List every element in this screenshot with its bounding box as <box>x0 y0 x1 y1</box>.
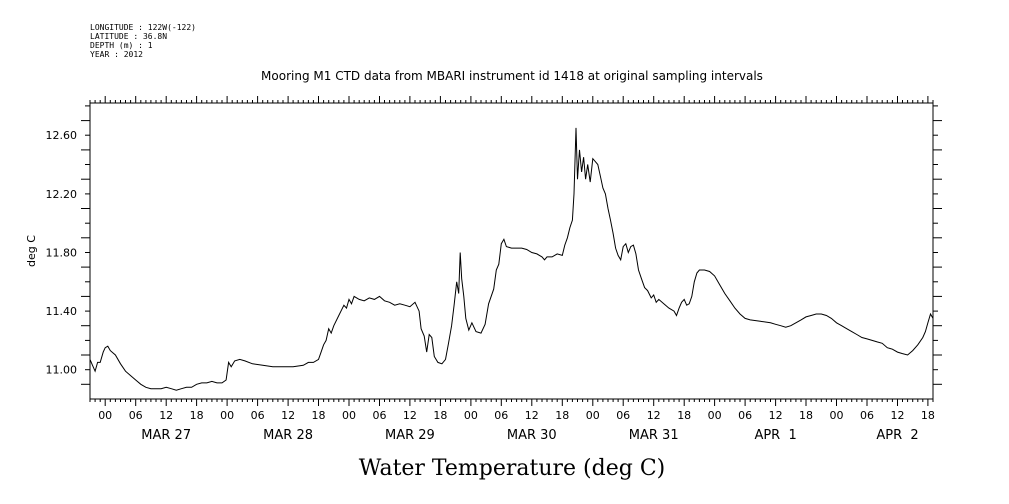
x-tick-label: 18 <box>677 409 691 422</box>
x-tick-label: 06 <box>129 409 143 422</box>
day-label: MAR 29 <box>385 428 435 443</box>
y-tick-labels: 11.00 11.40 11.80 12.20 12.60 <box>46 129 78 377</box>
y-tick-label: 12.20 <box>46 188 78 201</box>
x-tick-label: 00 <box>464 409 478 422</box>
x-tick-label: 00 <box>586 409 600 422</box>
x-tick-labels: 00 06 12 18 00 06 12 18 00 06 12 18 00 06 12 18 00 06 12 18… <box>98 409 935 422</box>
x-tick-label: 18 <box>799 409 813 422</box>
y-tick-label: 11.00 <box>46 364 78 377</box>
x-tick-label: 18 <box>555 409 569 422</box>
x-tick-label: 18 <box>921 409 935 422</box>
y-tick-label: 12.60 <box>46 129 78 142</box>
longitude-label: LONGITUDE : 122W(-122) <box>90 23 196 32</box>
x-tick-label: 12 <box>281 409 295 422</box>
latitude-label: LATITUDE : 36.8N <box>90 32 167 41</box>
chart-title: Mooring M1 CTD data from MBARI instrumen… <box>261 69 763 83</box>
x-tick-label: 06 <box>251 409 265 422</box>
x-tick-label: 06 <box>860 409 874 422</box>
x-tick-label: 00 <box>708 409 722 422</box>
x-tick-label: 00 <box>830 409 844 422</box>
x-tick-label: 00 <box>220 409 234 422</box>
water-temperature-line <box>89 127 934 391</box>
y-tick-label: 11.80 <box>46 247 78 260</box>
x-axis-label: Water Temperature (deg C) <box>359 456 666 481</box>
x-tick-label: 12 <box>891 409 905 422</box>
day-label: MAR 27 <box>141 428 191 443</box>
depth-label: DEPTH (m) : 1 <box>90 41 153 50</box>
x-tick-label: 06 <box>373 409 387 422</box>
x-tick-label: 12 <box>769 409 783 422</box>
day-label: MAR 28 <box>263 428 313 443</box>
x-tick-label: 18 <box>312 409 326 422</box>
x-tick-label: 06 <box>494 409 508 422</box>
year-label: YEAR : 2012 <box>90 50 143 59</box>
day-label: MAR 31 <box>629 428 679 443</box>
x-tick-label: 06 <box>738 409 752 422</box>
x-tick-label: 18 <box>190 409 204 422</box>
day-label: APR 2 <box>876 428 918 443</box>
x-tick-label: 06 <box>616 409 630 422</box>
ticks <box>81 96 942 406</box>
day-label: APR 1 <box>754 428 796 443</box>
y-axis-label: deg C <box>25 235 38 267</box>
x-tick-label: 00 <box>342 409 356 422</box>
x-tick-label: 12 <box>525 409 539 422</box>
x-tick-label: 12 <box>403 409 417 422</box>
y-tick-label: 11.40 <box>46 305 78 318</box>
x-tick-label: 00 <box>98 409 112 422</box>
day-labels: MAR 27 MAR 28 MAR 29 MAR 30 MAR 31 APR 1 APR 2 <box>141 428 918 443</box>
plot-frame <box>89 102 934 400</box>
x-tick-label: 18 <box>433 409 447 422</box>
x-tick-label: 12 <box>647 409 661 422</box>
x-tick-label: 12 <box>159 409 173 422</box>
day-label: MAR 30 <box>507 428 557 443</box>
